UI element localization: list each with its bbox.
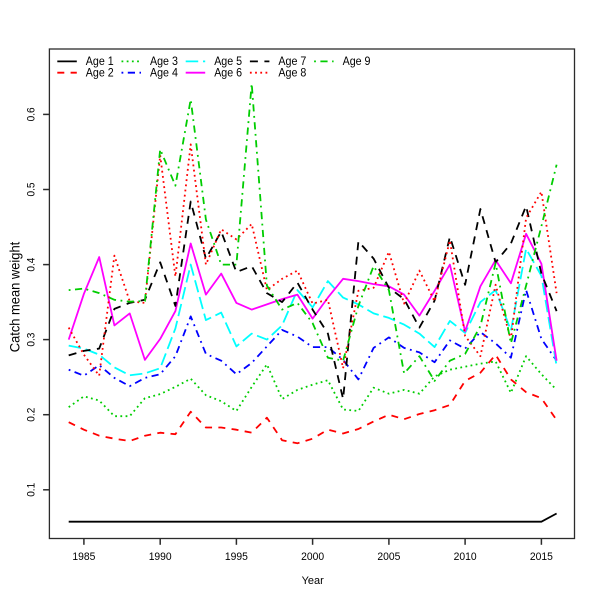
svg-text:Age 4: Age 4 (150, 65, 178, 79)
svg-text:1995: 1995 (225, 551, 248, 563)
svg-text:0.3: 0.3 (25, 333, 37, 347)
svg-text:1990: 1990 (149, 551, 172, 563)
svg-text:2015: 2015 (530, 551, 553, 563)
svg-text:0.2: 0.2 (25, 408, 37, 422)
svg-text:0.5: 0.5 (25, 183, 37, 197)
svg-text:Age 3: Age 3 (150, 54, 178, 68)
svg-text:1985: 1985 (72, 551, 95, 563)
svg-text:2000: 2000 (301, 551, 324, 563)
svg-text:Catch mean weight: Catch mean weight (7, 242, 23, 353)
svg-text:Age 6: Age 6 (214, 65, 242, 79)
svg-text:2010: 2010 (454, 551, 477, 563)
svg-text:0.1: 0.1 (25, 483, 37, 497)
svg-text:Age 1: Age 1 (86, 54, 114, 68)
svg-text:Age 9: Age 9 (343, 54, 371, 68)
svg-text:Age 8: Age 8 (278, 65, 306, 79)
svg-text:Age 5: Age 5 (214, 54, 242, 68)
svg-text:0.6: 0.6 (25, 107, 37, 121)
svg-text:Year: Year (302, 575, 325, 587)
svg-text:0.4: 0.4 (25, 258, 37, 272)
svg-text:Age 2: Age 2 (86, 65, 114, 79)
svg-text:2005: 2005 (377, 551, 400, 563)
svg-text:Age 7: Age 7 (278, 54, 306, 68)
